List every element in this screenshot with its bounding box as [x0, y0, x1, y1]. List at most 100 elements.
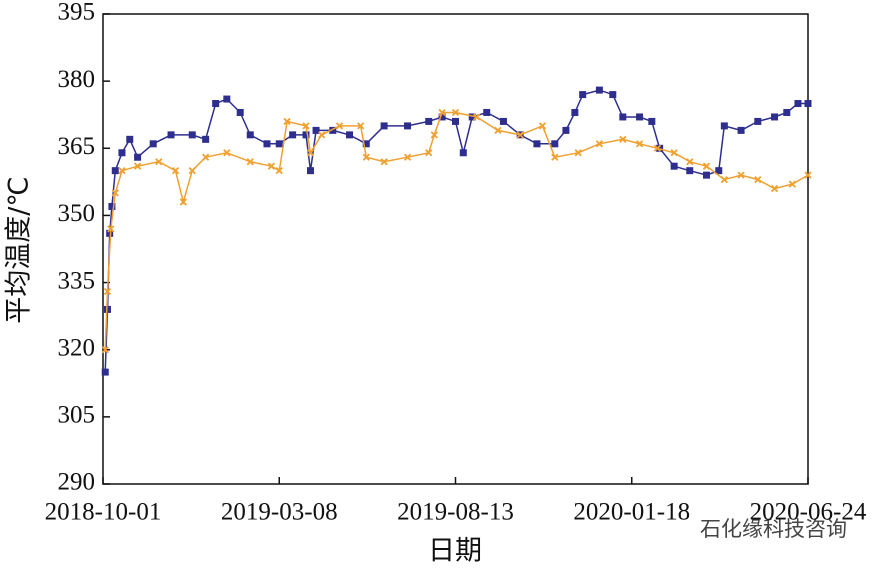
point: [212, 100, 220, 108]
point: [737, 126, 745, 134]
point: [574, 149, 582, 157]
point: [770, 184, 779, 193]
point: [302, 122, 310, 130]
y-tick-label: 350: [58, 200, 96, 227]
x-tick-label: 2019-08-13: [397, 499, 514, 526]
point: [380, 122, 388, 130]
y-tick-label: 335: [58, 267, 96, 294]
point: [425, 117, 433, 125]
y-tick-label: 305: [58, 402, 96, 429]
point: [118, 149, 126, 157]
point: [101, 368, 109, 376]
point: [425, 149, 433, 157]
point: [794, 100, 802, 108]
point: [533, 140, 541, 148]
point: [571, 108, 579, 116]
point: [670, 149, 678, 157]
point: [430, 131, 438, 139]
point: [619, 113, 627, 121]
point: [179, 198, 187, 206]
point: [595, 140, 604, 148]
point: [609, 91, 617, 99]
point: [648, 117, 656, 125]
point: [804, 100, 812, 108]
point: [108, 202, 116, 210]
point: [267, 162, 276, 170]
point: [551, 153, 559, 161]
point: [188, 167, 196, 175]
point: [201, 153, 210, 161]
x-tick-label: 2020-06-24: [750, 499, 867, 526]
point: [468, 113, 476, 121]
point: [362, 153, 370, 161]
point: [438, 108, 446, 117]
point: [636, 113, 644, 121]
point: [188, 131, 196, 139]
point: [538, 122, 547, 130]
point: [516, 131, 524, 139]
point: [499, 117, 507, 125]
y-tick-label: 365: [58, 133, 96, 160]
point: [306, 167, 314, 175]
point: [720, 122, 728, 130]
point: [771, 113, 779, 121]
point: [788, 180, 797, 188]
point: [702, 171, 710, 179]
point: [171, 167, 180, 175]
point: [202, 135, 210, 143]
point: [737, 171, 745, 179]
point: [357, 122, 365, 130]
y-tick-label: 320: [58, 334, 96, 361]
x-tick-label: 2018-10-01: [45, 499, 162, 526]
point: [302, 131, 310, 139]
y-axis-title: 平均温度/℃: [4, 176, 35, 323]
x-axis-title: 日期: [428, 536, 482, 567]
x-tick-label: 2019-03-08: [221, 499, 338, 526]
point: [134, 153, 142, 161]
point: [126, 135, 134, 143]
point: [720, 175, 728, 184]
point: [106, 229, 114, 237]
point: [346, 131, 354, 139]
point: [754, 117, 762, 125]
point: [101, 346, 109, 354]
point: [111, 189, 119, 197]
point: [403, 153, 412, 161]
point: [686, 167, 694, 175]
y-tick-label: 395: [58, 0, 96, 26]
point: [236, 108, 244, 116]
point: [686, 158, 694, 166]
point: [579, 91, 587, 99]
point: [118, 167, 126, 175]
point: [223, 95, 231, 103]
point: [312, 126, 320, 134]
point: [715, 167, 723, 175]
point: [562, 126, 570, 134]
point: [653, 144, 662, 152]
point: [438, 113, 446, 121]
point: [783, 108, 791, 116]
point: [754, 175, 762, 184]
y-tick-label: 290: [58, 469, 96, 496]
point: [318, 131, 326, 139]
point: [335, 122, 344, 130]
point: [551, 140, 559, 148]
point: [595, 86, 603, 94]
point: [473, 113, 481, 121]
point: [452, 117, 459, 125]
point: [283, 117, 291, 126]
point: [263, 140, 271, 148]
point: [670, 162, 678, 170]
point: [619, 135, 627, 143]
point: [149, 140, 157, 148]
point: [483, 108, 491, 116]
y-tick-label: 380: [58, 66, 96, 93]
point: [404, 122, 412, 130]
point: [459, 149, 467, 157]
point: [702, 162, 711, 170]
point: [289, 131, 297, 139]
point: [107, 225, 115, 233]
watermark: 石化缘科技咨询: [700, 517, 847, 541]
